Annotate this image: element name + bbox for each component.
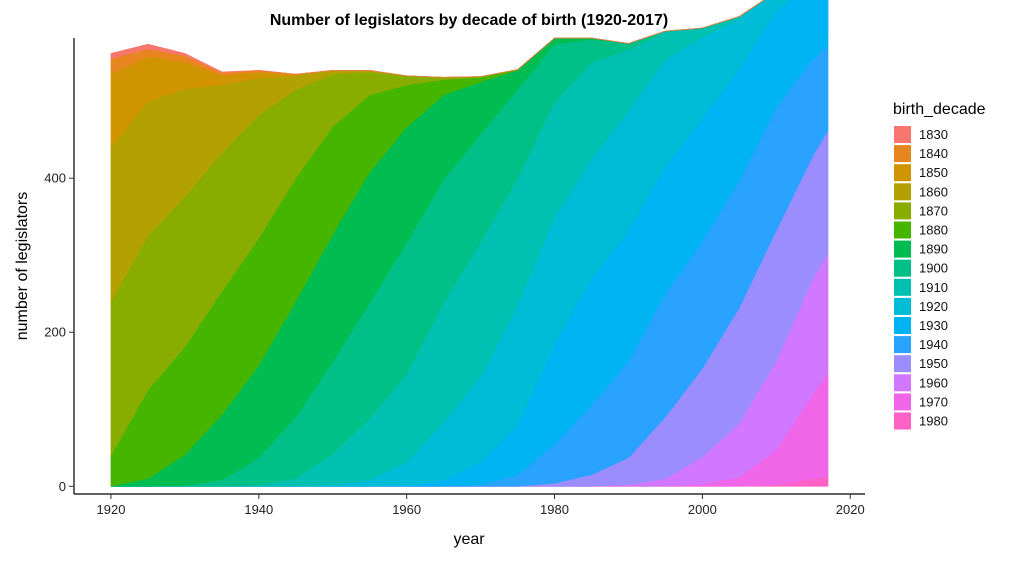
legend-swatch-1980 [894, 412, 911, 430]
legend-swatch-1950 [894, 355, 911, 373]
legend-label-1830: 1830 [919, 127, 948, 142]
legend-label-1850: 1850 [919, 165, 948, 180]
legend-swatch-1930 [894, 317, 911, 334]
legend-swatch-1870 [894, 202, 911, 220]
x-tick-label: 2000 [688, 502, 717, 517]
legend-label-1970: 1970 [919, 394, 948, 409]
legend-label-1920: 1920 [919, 299, 948, 314]
legend-swatch-1960 [894, 374, 911, 392]
chart-title: Number of legislators by decade of birth… [270, 12, 668, 29]
legend: birth_decade 1830 1840 1850 1860 1870 1880 189… [893, 101, 986, 430]
legend-label-1950: 1950 [919, 356, 948, 371]
x-tick-label: 1940 [244, 502, 273, 517]
x-tick-label: 1980 [540, 502, 569, 517]
legend-label-1960: 1960 [919, 375, 948, 390]
legend-label-1840: 1840 [919, 146, 948, 161]
x-tick-label: 1920 [97, 502, 126, 517]
legend-label-1980: 1980 [919, 414, 948, 429]
y-tick-label: 0 [59, 479, 66, 494]
x-axis-title: year [453, 531, 485, 548]
y-tick-label: 400 [44, 171, 66, 186]
legend-label-1910: 1910 [919, 280, 948, 295]
legend-label-1900: 1900 [919, 261, 948, 276]
x-tick-label: 2020 [836, 502, 865, 517]
y-axis-title: number of legislators [14, 192, 31, 341]
legend-title: birth_decade [893, 101, 986, 118]
legend-swatch-1880 [894, 221, 911, 239]
legend-swatch-1830 [894, 126, 911, 143]
legend-label-1890: 1890 [919, 242, 948, 257]
axes: 1920 1940 1960 1980 2000 2020 0 200 400 [44, 38, 865, 517]
legend-label-1870: 1870 [919, 203, 948, 218]
y-tick-label: 200 [44, 325, 66, 340]
legend-label-1930: 1930 [919, 318, 948, 333]
area-series-1830 [110, 0, 765, 78]
plot-area [110, 0, 829, 487]
legend-swatch-1890 [894, 240, 911, 258]
legend-swatch-1940 [894, 336, 911, 354]
legend-swatch-1900 [894, 259, 911, 277]
legend-label-1940: 1940 [919, 337, 948, 352]
legend-label-1880: 1880 [919, 223, 948, 238]
legend-swatch-1860 [894, 183, 911, 201]
legend-swatch-1970 [894, 393, 911, 411]
legend-swatch-1850 [894, 164, 911, 182]
legend-swatch-1910 [894, 278, 911, 296]
legend-swatch-1840 [894, 145, 911, 163]
legend-label-1860: 1860 [919, 184, 948, 199]
legend-swatch-1920 [894, 297, 911, 315]
x-tick-label: 1960 [392, 502, 421, 517]
